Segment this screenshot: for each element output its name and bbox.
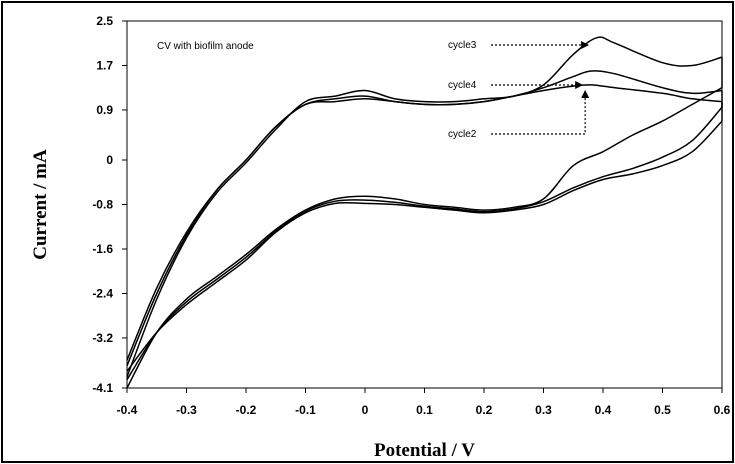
y-tick-label: -2.4 (92, 286, 113, 300)
y-axis-title: Current / mA (30, 149, 51, 260)
x-axis-title: Potential / V (374, 440, 475, 461)
x-tick-label: -0.1 (295, 403, 316, 417)
ticks: -0.4 -0.3 -0.2 -0.1 0 0.1 0.2 0.3 0.4 0.5 0.6 2.5 1.… (92, 14, 730, 417)
cycle2-reverse-sweep (126, 120, 723, 372)
cycle3-reverse-sweep (126, 87, 723, 389)
x-tick-label: 0.1 (416, 403, 433, 417)
y-tick-label: -0.8 (92, 198, 113, 212)
y-tick-label: -3.2 (92, 331, 113, 345)
x-tick-label: 0.2 (476, 403, 493, 417)
x-tick-label: 0.3 (535, 403, 552, 417)
curves (126, 36, 723, 389)
x-tick-label: -0.3 (176, 403, 197, 417)
annotation-cycle2: cycle2 (448, 129, 477, 140)
chart-title: CV with biofilm anode (157, 41, 254, 52)
annotation-cycle3: cycle3 (448, 40, 477, 51)
x-tick-label: 0.5 (654, 403, 671, 417)
x-tick-label: -0.4 (117, 403, 138, 417)
cycle2-forward-sweep (126, 84, 723, 361)
x-tick-label: 0.4 (595, 403, 612, 417)
y-tick-label: 2.5 (96, 14, 113, 28)
y-tick-label: -4.1 (92, 381, 113, 395)
annotation-cycle4: cycle4 (448, 80, 477, 91)
y-tick-label: -1.6 (92, 242, 113, 256)
cycle4-forward-sweep (126, 70, 723, 367)
cycle4-reverse-sweep (126, 106, 723, 381)
x-tick-label: 0 (362, 403, 369, 417)
x-tick-label: -0.2 (236, 403, 257, 417)
y-tick-label: 1.7 (96, 58, 113, 72)
y-tick-label: 0 (106, 153, 113, 167)
annotations: cycle3 cycle4 cycle2 (448, 40, 590, 140)
x-tick-label: 0.6 (714, 403, 731, 417)
cycle3-forward-sweep (126, 36, 723, 378)
y-tick-label: 0.9 (96, 103, 113, 117)
